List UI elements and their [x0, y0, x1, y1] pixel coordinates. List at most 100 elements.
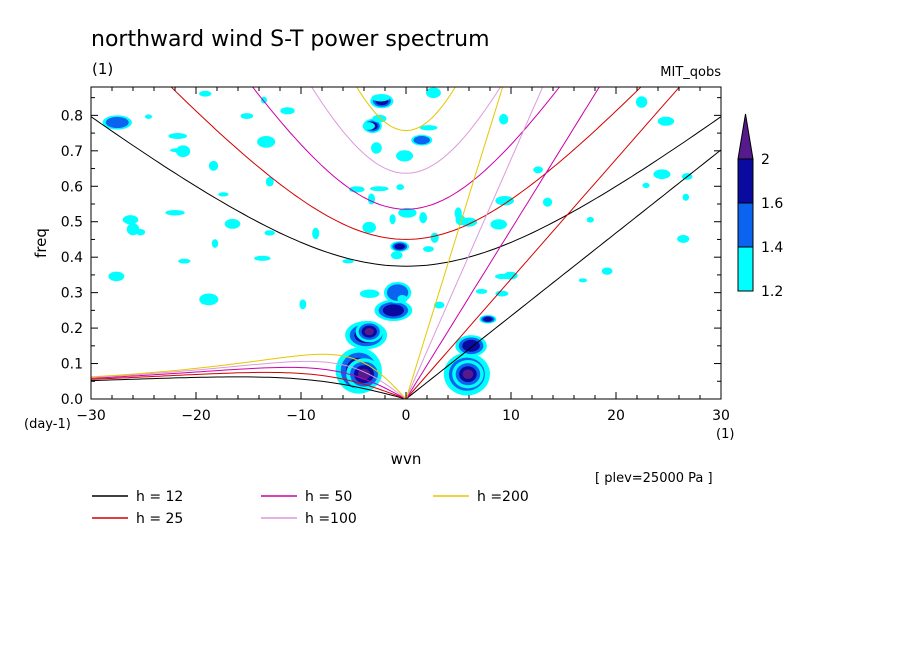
legend-label: h = 12: [136, 489, 183, 505]
contour-speck: [398, 207, 417, 218]
contour-speck: [419, 212, 427, 224]
inertia-gravity-curve: [311, 87, 501, 174]
contour-speck: [642, 182, 650, 189]
contour-speck: [390, 251, 403, 260]
contour-speck: [475, 288, 488, 294]
contour-speck: [370, 186, 389, 192]
y-tick-label: 0.6: [61, 179, 83, 195]
contour-speck: [389, 214, 396, 225]
contour-blob: [394, 243, 405, 250]
colorbar-swatch: [737, 202, 754, 248]
legend-label: h = 50: [305, 489, 352, 505]
contour-speck: [367, 193, 375, 205]
contour-speck: [211, 239, 219, 248]
contour-speck: [199, 90, 212, 97]
colorbar-extend-arrow: [737, 113, 754, 160]
contour-speck: [165, 209, 185, 216]
colorbar-label: 2: [761, 152, 770, 168]
axis-ticks: −30 −20 −10 0 10 20 30 0.0 0.1 0.2 0.3 0.4 0.5 0.6 0.7…: [61, 87, 730, 424]
contour-blob: [357, 368, 371, 380]
x-axis-label: wvn: [391, 450, 422, 468]
contour-speck: [657, 116, 675, 126]
contour-speck: [260, 96, 267, 104]
kelvin-curve: [405, 87, 544, 399]
contour-speck: [601, 267, 613, 275]
kelvin-curve: [405, 149, 721, 399]
legend-label: h =100: [305, 511, 357, 527]
chart-subtitle-left: (1): [92, 60, 113, 78]
contour-blob: [462, 339, 480, 352]
x-tick-label: −10: [286, 408, 316, 424]
contour-speck: [362, 221, 376, 234]
y-tick-label: 0.3: [61, 286, 83, 302]
contour-speck: [299, 299, 307, 310]
contour-speck: [175, 145, 191, 158]
contour-speck: [257, 135, 276, 148]
contour-speck: [178, 258, 191, 264]
y-axis-label: freq: [32, 228, 50, 258]
contour-speck: [433, 301, 445, 309]
inertia-gravity-curve: [170, 87, 642, 240]
contour-fill-layer: [102, 87, 693, 396]
level-annotation: [ plev=25000 Pa ]: [595, 471, 713, 486]
contour-speck: [490, 219, 508, 230]
contour-speck: [460, 217, 478, 227]
contour-speck: [499, 113, 509, 125]
x-tick-label: 0: [402, 408, 411, 424]
inertia-gravity-curve: [356, 87, 456, 132]
colorbar-swatch: [737, 158, 754, 204]
kelvin-curve: [405, 87, 504, 399]
rossby-curve: [91, 371, 407, 399]
x-tick-label: 30: [712, 408, 730, 424]
colorbar-swatch: [737, 246, 754, 292]
inertia-gravity-curve: [251, 87, 561, 210]
contour-speck: [362, 122, 375, 130]
contour-speck: [240, 113, 254, 119]
contour-speck: [168, 132, 187, 140]
legend-label: h = 25: [136, 511, 183, 527]
colorbar-label: 1.6: [761, 196, 783, 212]
x-tick-label: −30: [76, 408, 106, 424]
colorbar: 1.2 1.4 1.6 2: [737, 113, 783, 300]
contour-speck: [578, 278, 588, 283]
contour-speck: [224, 218, 241, 229]
contour-speck: [280, 107, 295, 115]
x-tick-label: −20: [181, 408, 211, 424]
contour-speck: [423, 246, 434, 252]
legend-label: h =200: [477, 489, 529, 505]
x-unit-label: (1): [716, 427, 734, 442]
rossby-curve: [91, 353, 407, 399]
colorbar-label: 1.2: [761, 284, 783, 300]
contour-blob: [483, 316, 493, 322]
contour-speck: [430, 232, 439, 243]
contour-speck: [264, 230, 275, 236]
rossby-curve: [91, 360, 407, 399]
contour-speck: [200, 300, 208, 305]
contour-blob: [462, 369, 474, 380]
contour-speck: [108, 271, 125, 282]
y-tick-label: 0.7: [61, 144, 83, 160]
contour-speck: [371, 142, 382, 154]
legend: h = 12 h = 25 h = 50 h =100 h =200: [92, 489, 529, 527]
contour-speck: [254, 255, 271, 261]
contour-speck: [533, 166, 544, 174]
contour-blob: [364, 328, 374, 336]
y-tick-label: 0.4: [61, 250, 83, 266]
contour-speck: [312, 227, 320, 240]
dispersion-curve-layer: [91, 87, 721, 399]
y-tick-label: 0.2: [61, 321, 83, 337]
y-tick-label: 0.0: [61, 392, 83, 408]
x-tick-label: 10: [502, 408, 520, 424]
y-tick-label: 0.8: [61, 108, 83, 124]
contour-blob: [413, 136, 430, 145]
contour-speck: [397, 294, 408, 303]
contour-blob: [105, 116, 129, 128]
contour-speck: [586, 216, 594, 223]
contour-speck: [542, 197, 553, 207]
chart-subtitle-right: MIT_qobs: [660, 65, 721, 80]
contour-speck: [126, 223, 140, 236]
contour-speck: [265, 176, 274, 187]
contour-speck: [454, 207, 462, 220]
contour-speck: [682, 193, 690, 201]
